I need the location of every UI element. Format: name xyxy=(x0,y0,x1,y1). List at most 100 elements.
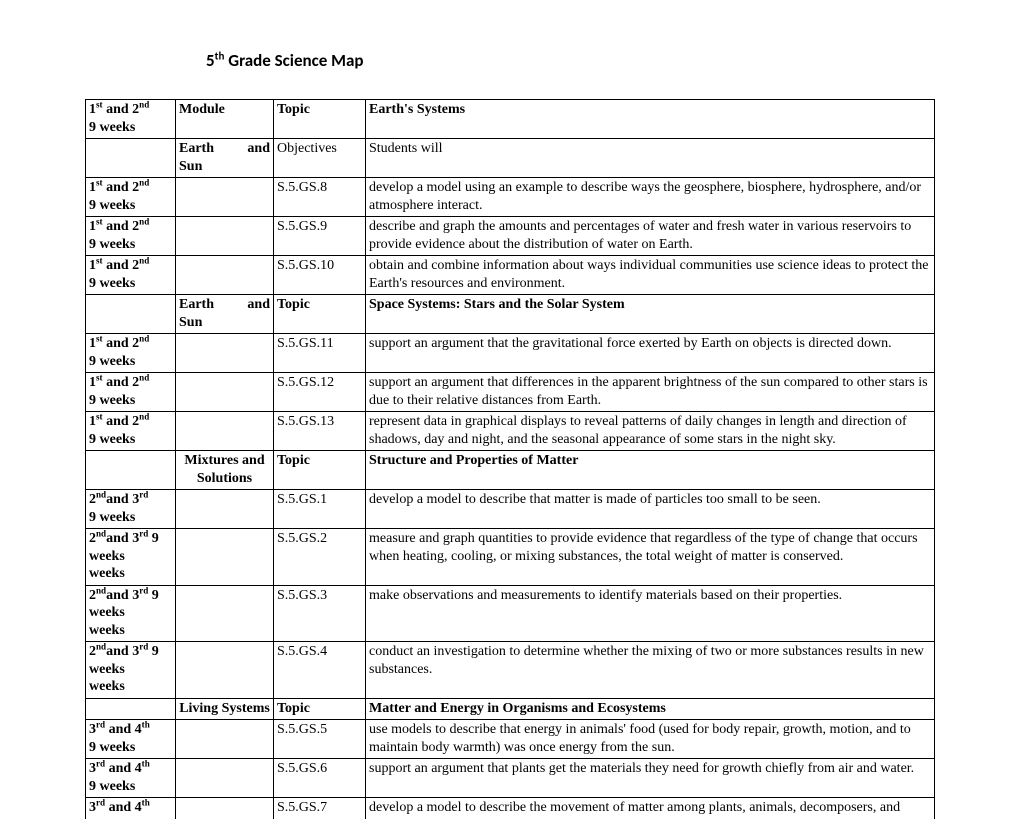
period-sup: rd xyxy=(96,719,105,729)
period-sup: rd xyxy=(96,758,105,768)
standard-code: S.5.GS.13 xyxy=(274,412,366,451)
period-cell: 3rd and 4th 9 weeks xyxy=(86,759,176,798)
period-cell: 3rd and 4th 9 weeks xyxy=(86,720,176,759)
period-sup2: rd xyxy=(139,641,148,651)
empty-cell xyxy=(176,412,274,451)
period-cell: 1st and 2nd 9 weeks xyxy=(86,334,176,373)
period-cell: 1st and 2nd 9 weeks xyxy=(86,100,176,139)
period-weeks: 9 weeks xyxy=(89,740,135,755)
table-row: Mixtures and Solutions Topic Structure a… xyxy=(86,451,935,490)
period-sup: nd xyxy=(96,489,106,499)
period-sup: st xyxy=(96,255,103,265)
table-row: 2ndand 3rd 9 weeks weeks S.5.GS.4 conduc… xyxy=(86,642,935,699)
empty-cell xyxy=(176,798,274,819)
period-weeks-2: weeks xyxy=(89,623,125,638)
period-num: 2 xyxy=(89,492,96,507)
empty-cell xyxy=(176,529,274,586)
table-row: 2ndand 3rd 9 weeks S.5.GS.1 develop a mo… xyxy=(86,490,935,529)
period-mid: and 2 xyxy=(103,336,140,351)
module-word: Sun xyxy=(179,159,202,174)
topic-header: Topic xyxy=(274,100,366,139)
period-sup: st xyxy=(96,333,103,343)
period-sup: nd xyxy=(96,641,106,651)
topic-label: Topic xyxy=(274,698,366,720)
period-weeks: 9 weeks xyxy=(89,779,135,794)
period-mid: and 2 xyxy=(103,102,140,117)
empty-cell xyxy=(176,217,274,256)
period-num: 2 xyxy=(89,588,96,603)
standard-text: make observations and measurements to id… xyxy=(366,585,935,642)
title-rest: Grade Science Map xyxy=(224,50,363,71)
module-word: and xyxy=(247,296,270,314)
period-weeks-2: weeks xyxy=(89,679,125,694)
empty-cell xyxy=(86,451,176,490)
period-weeks: 9 weeks xyxy=(89,510,135,525)
empty-cell xyxy=(86,295,176,334)
period-num: 3 xyxy=(89,761,96,776)
period-weeks: 9 weeks xyxy=(89,393,135,408)
period-mid: and 4 xyxy=(105,722,142,737)
standard-code: S.5.GS.8 xyxy=(274,178,366,217)
standard-code: S.5.GS.3 xyxy=(274,585,366,642)
standard-code: S.5.GS.12 xyxy=(274,373,366,412)
period-num: 1 xyxy=(89,180,96,195)
table-row: 1st and 2nd 9 weeks S.5.GS.13 represent … xyxy=(86,412,935,451)
period-sup2: th xyxy=(142,797,150,807)
period-cell: 3rd and 4th xyxy=(86,798,176,819)
period-mid: and 2 xyxy=(103,258,140,273)
standard-text: develop a model to describe the movement… xyxy=(366,798,935,819)
period-sup2: rd xyxy=(139,528,148,538)
standard-code: S.5.GS.11 xyxy=(274,334,366,373)
period-sup: st xyxy=(96,216,103,226)
period-cell: 2ndand 3rd 9 weeks weeks xyxy=(86,585,176,642)
period-sup: rd xyxy=(96,797,105,807)
empty-cell xyxy=(176,256,274,295)
period-mid: and 3 xyxy=(106,644,139,659)
period-cell: 1st and 2nd 9 weeks xyxy=(86,412,176,451)
standard-code: S.5.GS.5 xyxy=(274,720,366,759)
empty-cell xyxy=(176,585,274,642)
empty-cell xyxy=(176,490,274,529)
period-weeks: 9 weeks xyxy=(89,432,135,447)
period-weeks: 9 weeks xyxy=(89,237,135,252)
module-header: Module xyxy=(176,100,274,139)
period-cell: 2ndand 3rd 9 weeks xyxy=(86,490,176,529)
empty-cell xyxy=(176,759,274,798)
topic-value: Structure and Properties of Matter xyxy=(366,451,935,490)
period-mid: and 3 xyxy=(106,588,139,603)
title-sup: th xyxy=(215,48,225,62)
period-num: 1 xyxy=(89,375,96,390)
module-word: Earth xyxy=(179,140,214,158)
objectives-label: Objectives xyxy=(274,139,366,178)
period-sup: st xyxy=(96,411,103,421)
standard-text: conduct an investigation to determine wh… xyxy=(366,642,935,699)
topic-label: Topic xyxy=(274,295,366,334)
period-weeks: 9 weeks xyxy=(89,198,135,213)
period-sup2: nd xyxy=(139,255,149,265)
period-weeks: 9 weeks xyxy=(89,354,135,369)
period-cell: 1st and 2nd 9 weeks xyxy=(86,256,176,295)
topic-value: Earth's Systems xyxy=(366,100,935,139)
period-weeks-2: weeks xyxy=(89,566,125,581)
period-num: 1 xyxy=(89,414,96,429)
period-weeks: 9 weeks xyxy=(89,276,135,291)
topic-label: Topic xyxy=(274,451,366,490)
period-cell: 1st and 2nd 9 weeks xyxy=(86,373,176,412)
standard-text: support an argument that differences in … xyxy=(366,373,935,412)
period-sup: nd xyxy=(96,528,106,538)
table-row: 2ndand 3rd 9 weeks weeks S.5.GS.3 make o… xyxy=(86,585,935,642)
module-cell: Earth and Sun xyxy=(176,295,274,334)
table-row: Earth and Sun Objectives Students will xyxy=(86,139,935,178)
standard-text: support an argument that the gravitation… xyxy=(366,334,935,373)
period-sup2: th xyxy=(142,758,150,768)
table-row: 1st and 2nd 9 weeks S.5.GS.12 support an… xyxy=(86,373,935,412)
period-num: 2 xyxy=(89,644,96,659)
period-num: 1 xyxy=(89,258,96,273)
table-row: 1st and 2nd 9 weeks S.5.GS.10 obtain and… xyxy=(86,256,935,295)
standard-code: S.5.GS.9 xyxy=(274,217,366,256)
period-mid: and 2 xyxy=(103,375,140,390)
standard-code: S.5.GS.10 xyxy=(274,256,366,295)
topic-value: Matter and Energy in Organisms and Ecosy… xyxy=(366,698,935,720)
title-prefix: 5 xyxy=(206,50,215,71)
document-page: 5th Grade Science Map 1st and 2nd 9 week… xyxy=(0,0,1020,819)
